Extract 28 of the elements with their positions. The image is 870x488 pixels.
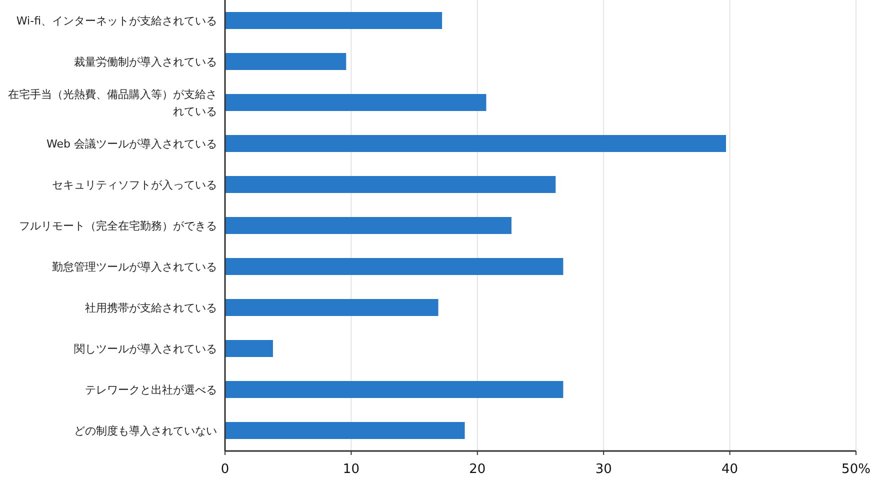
bar [225, 299, 438, 316]
bar [225, 135, 726, 152]
y-tick-label: Web 会議ツールが導入されている [46, 138, 217, 150]
x-tick-label: 20 [469, 462, 486, 477]
bar [225, 12, 442, 29]
y-tick-label: どの制度も導入されていない [74, 424, 217, 438]
x-tick-label: 50% [842, 462, 870, 477]
y-tick-label: テレワークと出社が選べる [85, 384, 217, 396]
y-tick-label: 裁量労働制が導入されている [74, 56, 217, 68]
x-tick-label: 10 [342, 462, 360, 477]
bar [225, 217, 512, 234]
bar [225, 422, 465, 439]
y-tick-label: Wi-fi、インターネットが支給されている [16, 14, 217, 28]
bar [225, 340, 273, 357]
y-tick-label: フルリモート（完全在宅勤務）ができる [19, 220, 217, 232]
bar [225, 94, 486, 111]
y-tick-label: セキュリティソフトが入っている [52, 178, 217, 192]
x-tick-label: 30 [595, 462, 612, 477]
y-tick-label: 勤怠管理ツールが導入されている [52, 260, 217, 274]
bar [225, 176, 556, 193]
y-tick-label: 社用携帯が支給されている [85, 302, 217, 314]
bar [225, 258, 564, 275]
y-tick-label: 在宅手当（光熱費、備品購入等）が支給されている [8, 88, 217, 118]
y-tick-label: 関しツールが導入されている [74, 342, 217, 356]
x-tick-label: 0 [220, 462, 230, 477]
x-tick-label: 40 [722, 462, 738, 477]
bar [225, 53, 346, 70]
bar [225, 381, 564, 398]
